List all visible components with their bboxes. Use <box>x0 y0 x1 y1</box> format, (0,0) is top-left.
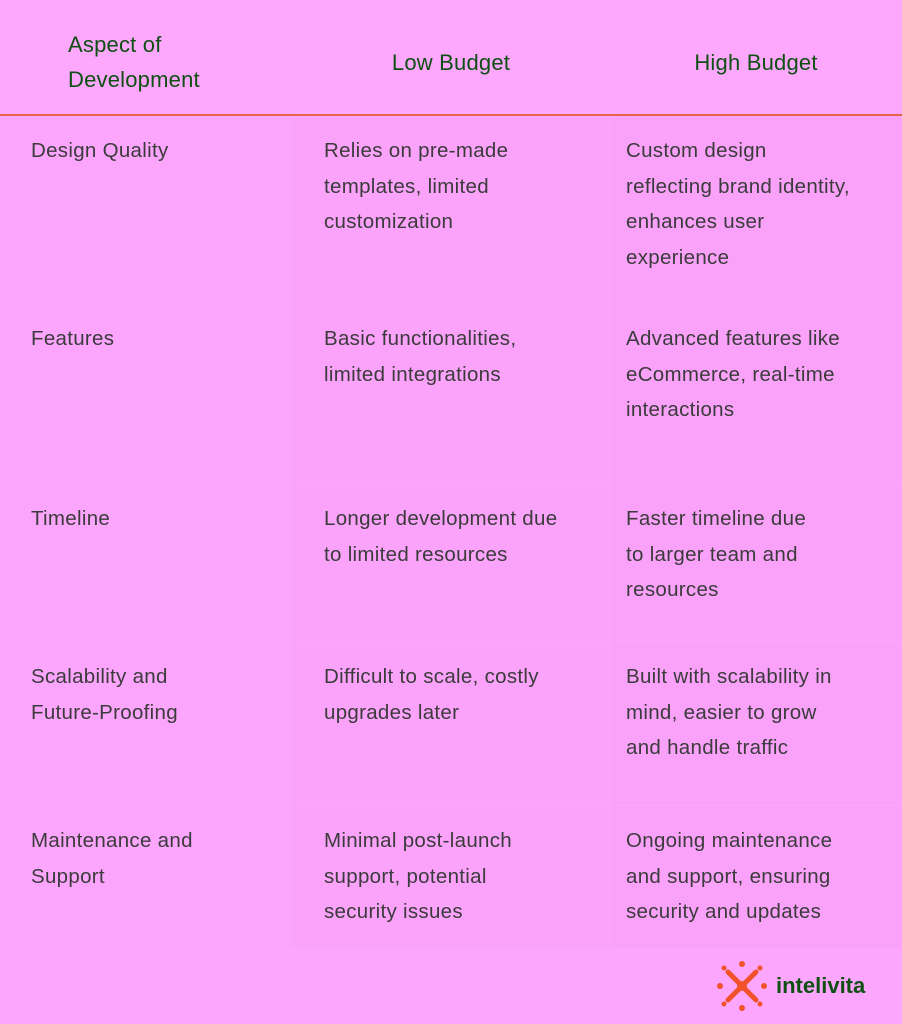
table-cell <box>292 484 609 641</box>
cell-text: support, potential <box>324 864 487 888</box>
cell-text: Design Quality <box>31 139 169 162</box>
table-cell <box>610 484 901 641</box>
cell-text: Features <box>31 327 115 350</box>
table-cell <box>292 117 609 304</box>
table-cell <box>610 304 901 483</box>
cell-text: upgrades later <box>324 700 460 724</box>
header-cell <box>0 0 292 114</box>
table-cell <box>0 806 291 948</box>
table-cell <box>292 806 609 948</box>
cell-text: reflecting brand identity, <box>626 174 850 198</box>
cell-text: Faster timeline due <box>626 507 807 530</box>
cell-text: mind, easier to grow <box>626 700 817 724</box>
cell-text: and support, ensuring <box>626 864 831 888</box>
cell-text: Advanced features like <box>626 327 841 350</box>
cell-text: eCommerce, real-time <box>626 362 835 386</box>
cell-text: to limited resources <box>324 542 508 566</box>
cell-text: Built with scalability in <box>626 665 832 688</box>
cell-text: Scalability and <box>31 665 168 688</box>
cell-text: experience <box>626 245 730 269</box>
cell-text: security issues <box>324 900 463 923</box>
table-cell <box>610 806 901 948</box>
header-cell <box>610 0 902 114</box>
cell-text: security and updates <box>626 900 822 923</box>
header-text: Low Budget <box>391 49 511 75</box>
cell-text: Relies on pre-made <box>324 139 509 162</box>
table-cell <box>0 304 291 483</box>
cell-text: Maintenance and <box>31 829 193 852</box>
cell-text: Support <box>31 864 105 888</box>
cell-text: Basic functionalities, <box>324 327 517 350</box>
cell-text: to larger team and <box>626 542 798 566</box>
header-text: Development <box>68 67 200 92</box>
cell-text: Timeline <box>31 507 111 530</box>
cell-text: Longer development due <box>324 507 558 530</box>
cell-text: interactions <box>626 398 735 421</box>
cell-text: templates, limited <box>324 174 489 198</box>
table-cell <box>0 642 291 805</box>
table-cell <box>0 117 291 304</box>
cell-text: Difficult to scale, costly <box>324 665 539 688</box>
table-cell <box>610 642 901 805</box>
logo-text: intelivita <box>776 973 866 998</box>
cell-text: resources <box>626 578 719 601</box>
cell-text: Custom design <box>626 139 767 162</box>
cell-text: enhances user <box>626 210 765 233</box>
header-divider <box>0 114 902 116</box>
cell-text: and handle traffic <box>626 736 789 759</box>
header-cell <box>292 0 610 114</box>
cell-text: Minimal post-launch <box>324 829 512 852</box>
table-cell <box>292 642 609 805</box>
table-cell <box>292 304 609 483</box>
header-text: High Budget <box>694 49 818 75</box>
cell-text: Future-Proofing <box>31 700 178 724</box>
table-cell <box>0 484 291 641</box>
table-cell <box>610 117 901 304</box>
cell-text: Ongoing maintenance <box>626 829 833 852</box>
header-text: Aspect of <box>68 32 162 57</box>
cell-text: limited integrations <box>324 362 501 386</box>
cell-text: customization <box>324 210 454 233</box>
logo-icon <box>717 961 767 1011</box>
